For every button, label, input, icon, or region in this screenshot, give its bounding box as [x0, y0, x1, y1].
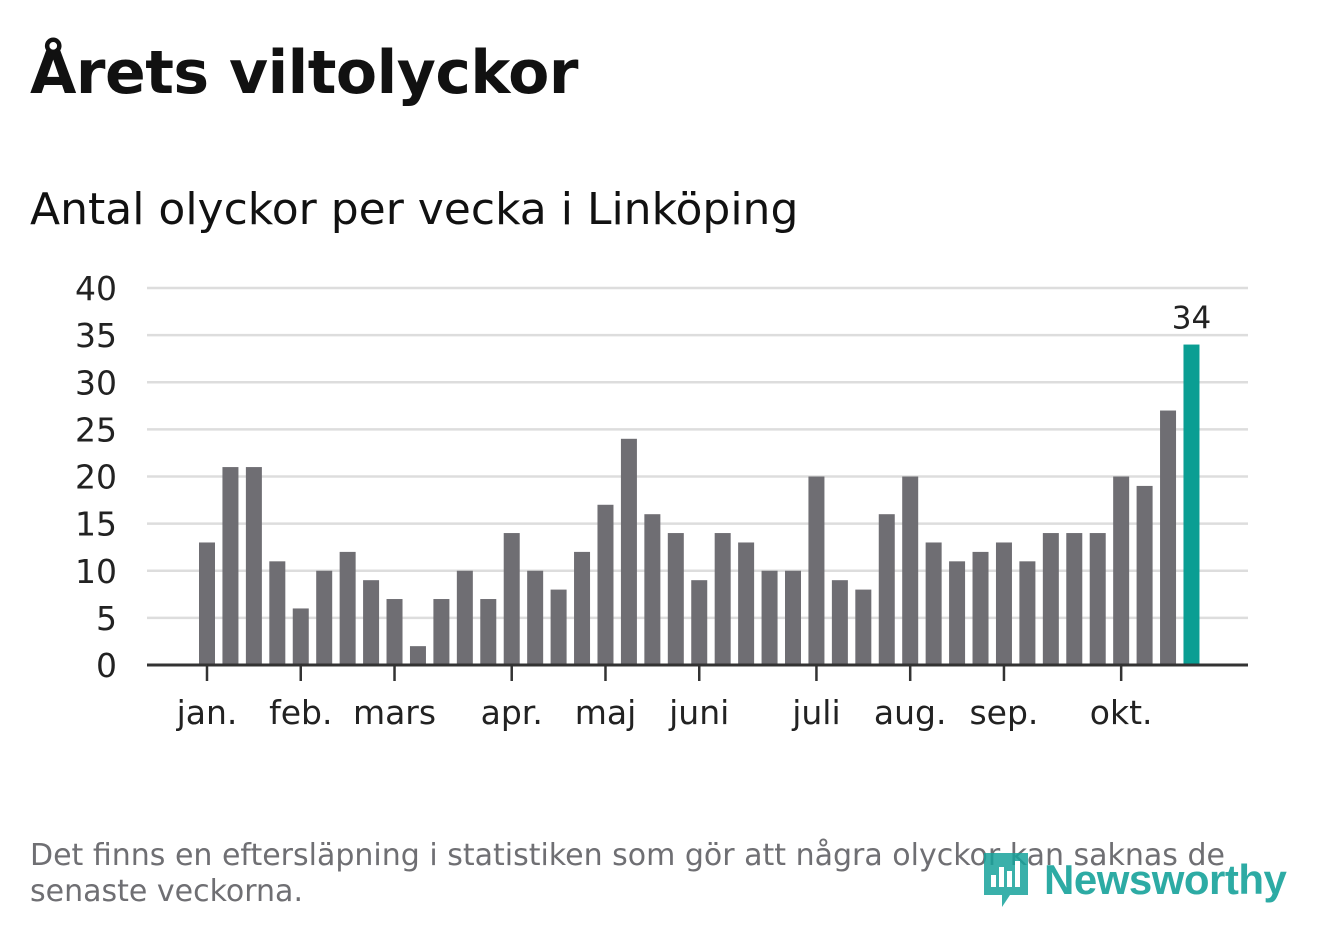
bar — [1042, 533, 1059, 665]
bar — [667, 533, 684, 665]
bar — [456, 570, 473, 665]
bar — [433, 599, 450, 665]
y-tick-label: 5 — [96, 599, 117, 638]
bar — [972, 551, 989, 665]
chart-title: Årets viltolyckor — [30, 38, 579, 108]
bar — [620, 438, 637, 665]
bar — [574, 551, 591, 665]
y-axis-ticks: 0 5 10 15 20 25 30 35 40 — [75, 269, 117, 685]
bar — [409, 646, 426, 665]
chart-subtitle: Antal olyckor per vecka i Linköping — [30, 184, 799, 235]
bar — [1066, 533, 1083, 665]
y-tick-label: 15 — [75, 505, 117, 544]
bar — [316, 570, 333, 665]
bar — [480, 599, 497, 665]
bar — [761, 570, 778, 665]
bar — [339, 551, 356, 665]
x-tick-label: apr. — [481, 693, 543, 732]
bar — [503, 533, 520, 665]
x-tick-label: maj — [575, 693, 637, 732]
x-axis-ticks: jan. feb. mars apr. maj juni juli aug. sep. okt. — [176, 665, 1153, 732]
bar — [878, 514, 895, 665]
bar — [527, 570, 544, 665]
bar — [691, 580, 708, 665]
bar — [714, 533, 731, 665]
bar — [550, 589, 567, 665]
grid-lines — [147, 286, 1248, 620]
y-tick-label: 25 — [75, 410, 117, 449]
bar — [831, 580, 848, 665]
bar — [855, 589, 872, 665]
data-label: 34 — [1172, 301, 1211, 337]
bar-highlight — [1183, 344, 1200, 665]
x-tick-label: okt. — [1090, 693, 1153, 732]
logo-text: Newsworthy — [1044, 856, 1287, 903]
bar — [269, 561, 286, 665]
newsworthy-logo: Newsworthy — [980, 848, 1287, 912]
x-tick-label: juni — [668, 693, 729, 732]
bar — [386, 599, 403, 665]
bar — [1113, 476, 1130, 665]
bar — [785, 570, 801, 665]
y-tick-label: 20 — [75, 458, 117, 497]
bar — [1019, 561, 1036, 665]
bar — [902, 476, 919, 665]
x-tick-label: juli — [791, 693, 840, 732]
bar — [363, 580, 380, 665]
bar — [1160, 410, 1177, 665]
y-tick-label: 35 — [75, 316, 117, 355]
bars — [199, 344, 1200, 665]
data-labels: 34 — [1172, 301, 1211, 337]
bar — [949, 561, 966, 665]
bar — [644, 514, 661, 665]
bar — [808, 476, 825, 665]
x-tick-label: mars — [353, 693, 436, 732]
bar — [1089, 533, 1106, 665]
bar — [222, 467, 239, 665]
y-tick-label: 30 — [75, 363, 117, 402]
bar — [995, 542, 1012, 665]
x-tick-label: sep. — [969, 693, 1038, 732]
y-tick-label: 10 — [75, 552, 117, 591]
x-tick-label: feb. — [269, 693, 332, 732]
y-tick-label: 40 — [75, 269, 117, 308]
bar — [292, 608, 309, 665]
bar — [738, 542, 755, 665]
bar — [199, 542, 215, 665]
bar — [925, 542, 942, 665]
bar — [245, 467, 262, 665]
y-tick-label: 0 — [96, 646, 117, 685]
x-tick-label: jan. — [176, 693, 238, 732]
bar — [1136, 485, 1153, 665]
bar — [597, 504, 614, 665]
newsworthy-logo-icon — [984, 853, 1028, 907]
x-tick-label: aug. — [874, 693, 947, 732]
